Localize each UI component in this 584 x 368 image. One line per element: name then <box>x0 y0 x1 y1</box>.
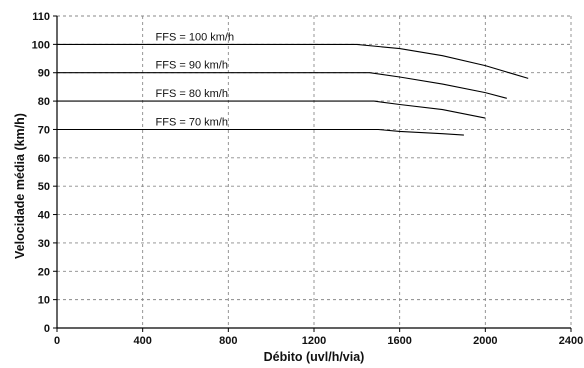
series-line-4 <box>57 128 464 136</box>
y-tick-label: 70 <box>38 124 50 136</box>
y-tick-label: 50 <box>38 181 50 193</box>
series-line-1 <box>57 43 529 79</box>
x-tick-label: 2400 <box>559 335 583 347</box>
x-tick-label: 1200 <box>302 335 326 347</box>
y-axis-title: Velocidade média (km/h) <box>13 113 27 259</box>
labels-layer: FFS = 100 km/h FFS = 90 km/h FFS = 80 km/h… <box>156 31 235 128</box>
series-label-1: FFS = 100 km/h <box>156 31 235 43</box>
y-tick-label: 30 <box>38 238 50 250</box>
series-line-2 <box>57 72 507 99</box>
series-label-4: FFS = 70 km/h <box>156 116 228 128</box>
series-layer <box>57 43 529 136</box>
y-tick-label: 90 <box>38 68 50 80</box>
y-tick-label: 100 <box>32 39 50 51</box>
y-tick-label: 110 <box>32 11 50 23</box>
series-label-2: FFS = 90 km/h <box>156 60 228 72</box>
series-label-3: FFS = 80 km/h <box>156 88 228 100</box>
y-tick-label: 40 <box>38 210 50 222</box>
series-line-3 <box>57 100 486 119</box>
x-tick-label: 800 <box>219 335 237 347</box>
y-tick-label: 60 <box>38 153 50 165</box>
ticks-layer: 0 10 20 30 40 50 60 70 80 90 100 110 0 400 800 1200 1600… <box>32 11 584 347</box>
grid-layer <box>57 15 572 328</box>
x-tick-label: 0 <box>54 335 60 347</box>
x-tick-label: 400 <box>133 335 151 347</box>
y-tick-label: 0 <box>44 323 50 335</box>
y-tick-label: 10 <box>38 295 50 307</box>
x-tick-label: 2000 <box>473 335 497 347</box>
y-tick-label: 80 <box>38 96 50 108</box>
y-tick-label: 20 <box>38 266 50 278</box>
x-tick-label: 1600 <box>387 335 411 347</box>
x-axis-title: Débito (uvl/h/via) <box>264 350 365 364</box>
